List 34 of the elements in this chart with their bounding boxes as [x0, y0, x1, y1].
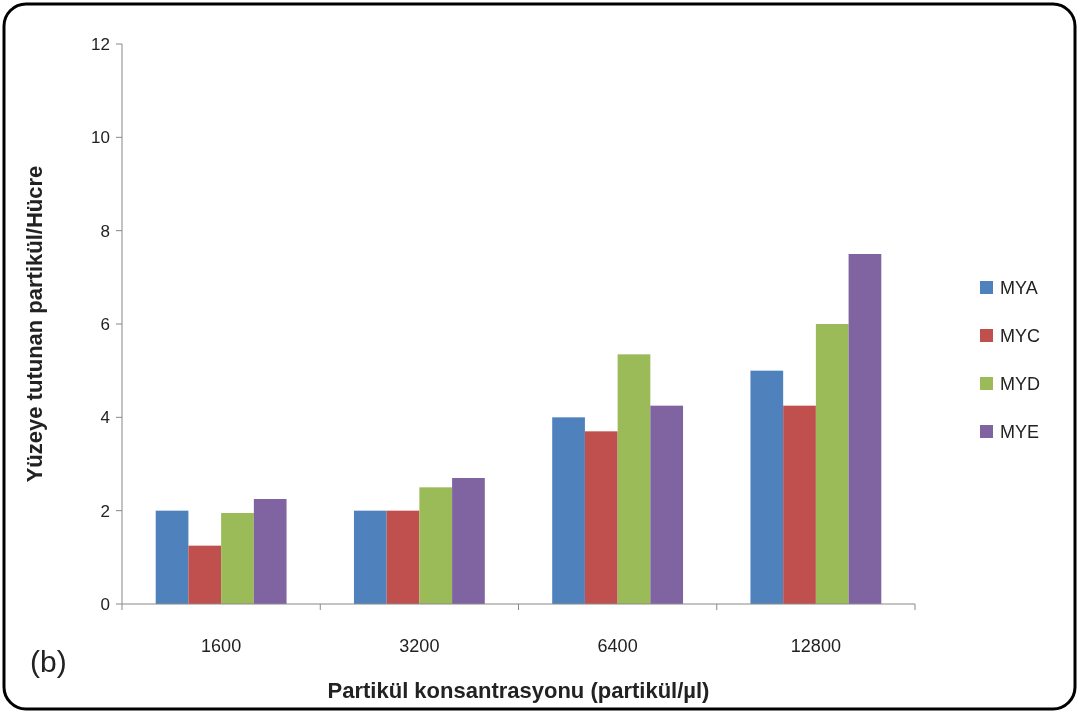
x-tick-label: 12800 — [790, 636, 841, 656]
y-axis-title: Yüzeye tutunan partikül/Hücre — [22, 165, 47, 483]
y-tick-label: 12 — [91, 34, 110, 54]
y-tick-label: 0 — [100, 594, 110, 614]
bar — [386, 510, 420, 604]
y-tick-label: 6 — [100, 314, 110, 334]
bar — [155, 510, 189, 604]
bar — [353, 510, 387, 604]
bar — [188, 545, 222, 604]
bar — [617, 354, 651, 604]
bar — [815, 324, 849, 604]
bar — [650, 405, 684, 604]
bar — [452, 478, 485, 604]
legend-label: MYA — [1000, 278, 1038, 299]
bar — [848, 254, 882, 604]
legend-label: MYC — [1000, 326, 1040, 347]
x-tick-label: 6400 — [597, 636, 638, 656]
bar — [584, 431, 618, 604]
y-tick-label: 4 — [100, 408, 110, 428]
legend-label: MYE — [1000, 422, 1040, 443]
bar — [552, 417, 585, 604]
y-tick-label: 8 — [100, 221, 110, 241]
bar — [783, 405, 816, 604]
y-tick-label: 2 — [100, 501, 110, 521]
bar — [419, 487, 453, 604]
bar — [253, 499, 287, 604]
x-tick-label: 1600 — [201, 636, 242, 656]
text: (b) — [30, 645, 67, 678]
x-axis-title: Partikül konsantrasyonu (partikül/µl) — [327, 678, 710, 703]
bar — [221, 513, 254, 604]
legend-label: MYD — [1000, 374, 1040, 395]
x-tick-label: 3200 — [399, 636, 440, 656]
bar — [750, 370, 784, 604]
y-tick-label: 10 — [91, 128, 110, 148]
